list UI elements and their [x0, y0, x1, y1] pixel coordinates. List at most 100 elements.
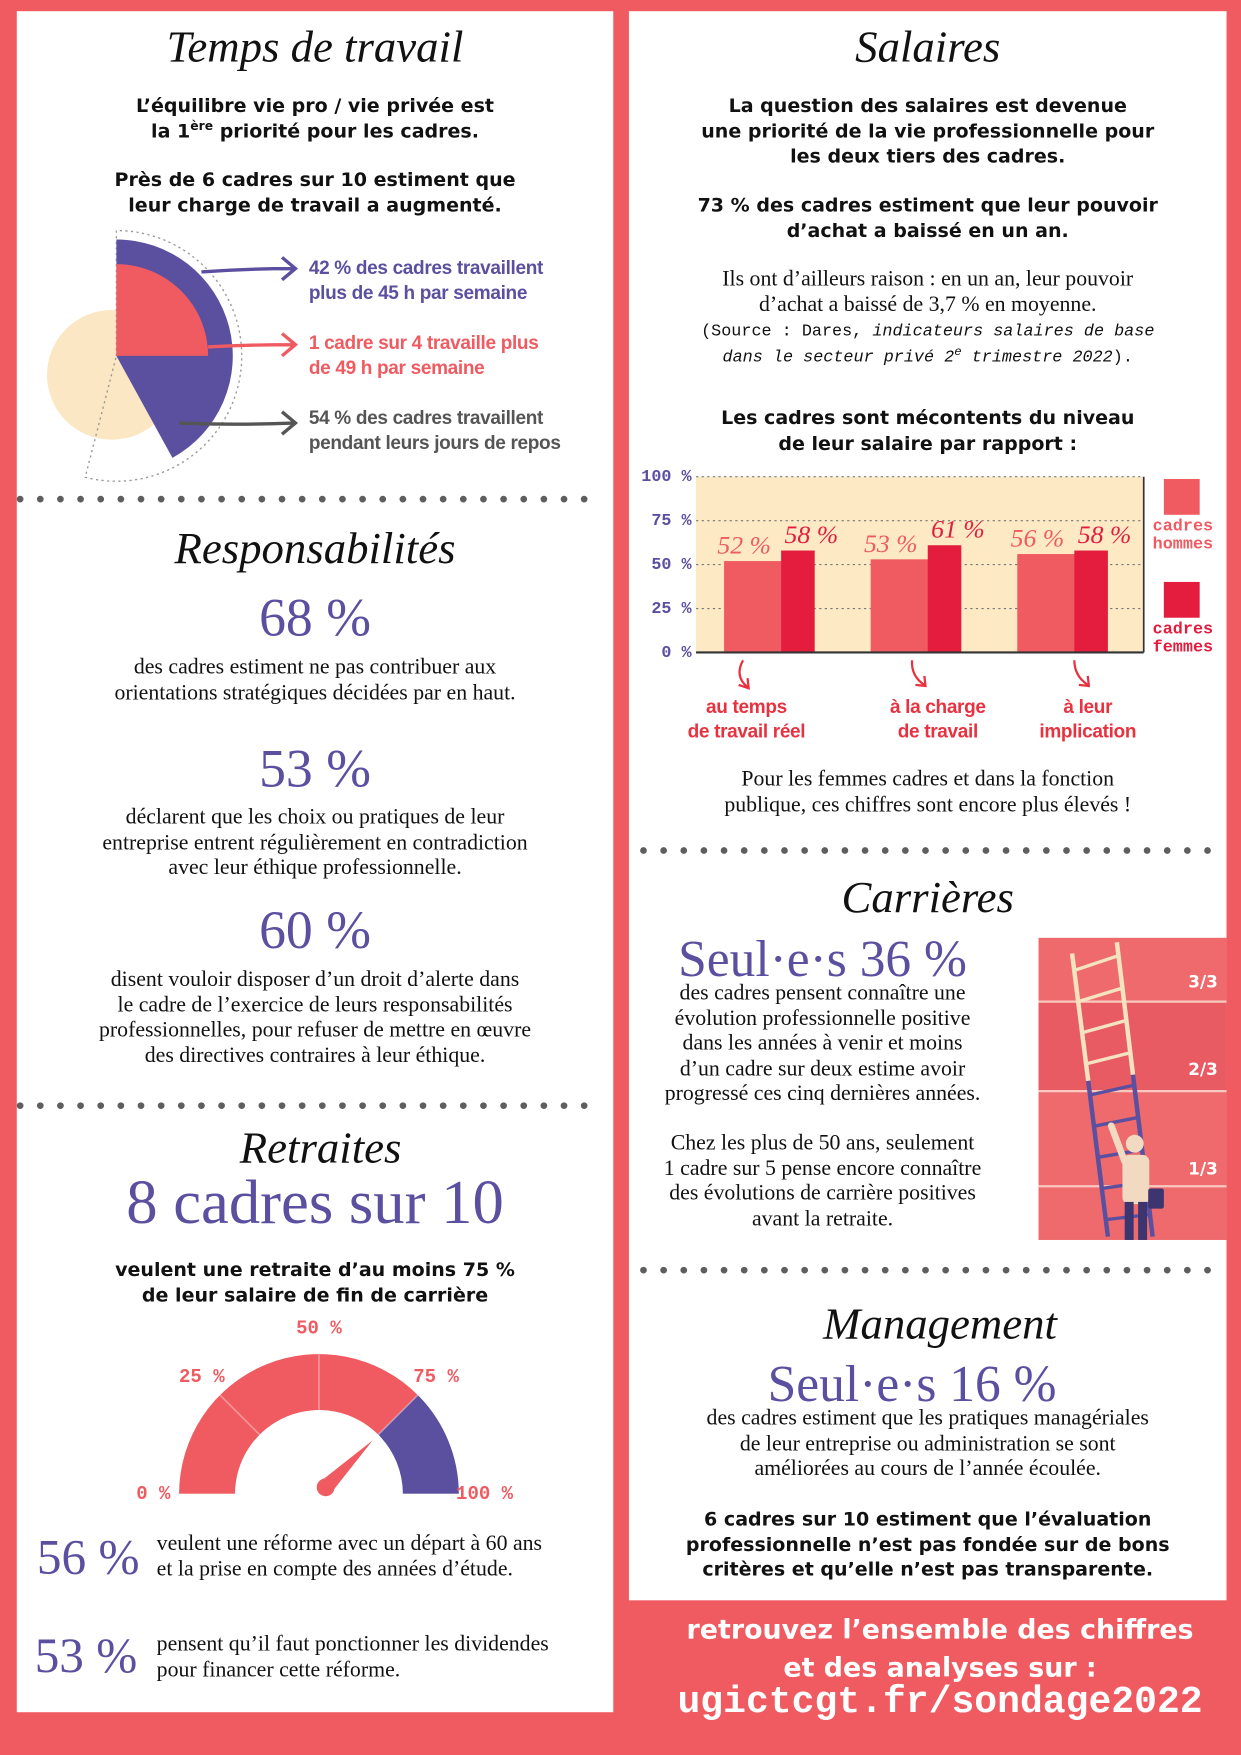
value-label: 56 % — [1011, 524, 1065, 553]
section-title: Carrières — [841, 871, 1014, 923]
ladder-label: 1/3 — [1188, 1158, 1217, 1178]
text: priorité pour les cadres. — [213, 120, 479, 143]
bar — [781, 550, 815, 653]
arrow — [1073, 660, 1091, 688]
section-title: Salaires — [855, 21, 1001, 72]
section-title: Management — [823, 1298, 1057, 1349]
arrow — [738, 659, 750, 690]
ladder-rung — [1089, 1083, 1136, 1097]
person-head — [1125, 1134, 1144, 1153]
big-figure: Seul·e·s 36 % — [678, 929, 967, 988]
ladder-rail — [1085, 1080, 1111, 1237]
paragraph: pensent qu’il faut ponctionner les divid… — [156, 1632, 549, 1682]
chart-title: Les cadres sont mécontents du niveau de … — [721, 407, 1135, 455]
person-leg — [1138, 1201, 1148, 1240]
ladder-rung — [1073, 953, 1120, 973]
separators — [16, 495, 1229, 1274]
gauge-fill — [179, 1354, 418, 1494]
big-figure: 53 % — [34, 1628, 138, 1684]
arrow — [201, 256, 299, 282]
gauge-tick-label: 50 % — [296, 1317, 342, 1339]
section-title: Retraites — [239, 1122, 402, 1173]
headline: 8 cadres sur 10 — [126, 1168, 504, 1238]
x-tick-label: à la charge de travail — [889, 696, 986, 742]
big-figure: Seul·e·s 16 % — [767, 1355, 1057, 1413]
y-tick-label: 100 % — [641, 468, 692, 487]
paragraph: des cadres pensent connaître une évoluti… — [664, 981, 981, 1106]
value-label: 61 % — [931, 515, 985, 544]
gauge-tick-label: 25 % — [179, 1366, 225, 1388]
ladder-rail — [1069, 953, 1091, 1082]
y-tick-label: 50 % — [651, 556, 692, 575]
big-figure: 68 % — [259, 588, 371, 648]
legend-swatch — [1163, 478, 1200, 515]
x-tick-label: au temps de travail réel — [687, 696, 806, 742]
lead: Près de 6 cadres sur 10 estiment que leu… — [114, 168, 516, 217]
callout: 1 cadre sur 4 travaille plus de 49 h par… — [308, 332, 539, 379]
big-figure: 53 % — [259, 739, 371, 800]
gauge: 0 % 25 % 50 % 75 % 100 % — [136, 1317, 513, 1505]
text: trimestre 2022 — [961, 348, 1113, 368]
footer-url: ugictcgt.fr/sondage2022 — [677, 1682, 1203, 1725]
subline: veulent une retraite d’au moins 75 % de … — [115, 1258, 515, 1307]
big-figure: 60 % — [259, 900, 371, 961]
text: ). — [1112, 348, 1133, 368]
callout-arrows — [178, 256, 299, 436]
arrow — [910, 660, 927, 688]
y-tick-label: 0 % — [661, 644, 692, 663]
value-label: 58 % — [785, 520, 839, 549]
value-label: 58 % — [1078, 520, 1132, 549]
person-bag — [1148, 1188, 1164, 1209]
left-panel — [16, 11, 614, 1713]
section-title: Temps de travail — [166, 21, 464, 72]
paragraph: Ils ont d’ailleurs raison : en un an, le… — [722, 267, 1134, 317]
text: Source : Dares, — [711, 322, 873, 342]
paragraph: Pour les femmes cadres et dans la foncti… — [724, 767, 1132, 817]
section-title: Responsabilités — [174, 522, 456, 573]
callout: 54 % des cadres travaillent pendant leur… — [308, 407, 561, 454]
paragraph: disent vouloir disposer d’un droit d’ale… — [98, 968, 532, 1068]
arrow — [208, 332, 299, 358]
lead: 73 % des cadres estiment que leur pouvoi… — [697, 194, 1158, 243]
y-tick-label: 25 % — [651, 600, 692, 619]
bar-chart: 0 % 25 % 50 % 75 % 100 % 52 % 53 % 56 % 58 % 61 %… — [641, 468, 1200, 663]
bar — [724, 561, 783, 653]
lead: 6 cadres sur 10 estiment que l’évaluatio… — [685, 1508, 1170, 1582]
paragraph: des cadres estiment ne pas contribuer au… — [114, 655, 516, 705]
legend-label: cadres femmes — [1152, 619, 1214, 657]
x-tick-label: à leur implication — [1039, 696, 1137, 742]
ladder-rung — [1085, 1050, 1132, 1066]
text: L’équilibre vie pro / vie privée est la … — [136, 95, 495, 143]
gauge-needle — [320, 1440, 373, 1493]
category-arrows — [738, 659, 1091, 690]
paragraph: Chez les plus de 50 ans, seulement 1 cad… — [663, 1131, 982, 1231]
legend-label: cadres hommes — [1152, 517, 1214, 554]
ladder-rung — [1077, 986, 1124, 1004]
text: indicateurs salaires de base dans le sec… — [722, 322, 1155, 368]
intro: L’équilibre vie pro / vie privée est la … — [17, 94, 613, 144]
ladder-rung — [1093, 1115, 1140, 1128]
source: (Source : Dares, indicateurs salaires de… — [629, 319, 1227, 370]
sector — [84, 229, 243, 482]
ladder-rung — [1081, 1018, 1128, 1035]
bar — [927, 545, 962, 653]
big-figure: 56 % — [36, 1529, 140, 1585]
gauge-tick-label: 75 % — [413, 1366, 459, 1388]
gauge-tick — [377, 1394, 419, 1436]
bar — [1074, 550, 1108, 653]
paragraph: veulent une réforme avec un départ à 60 … — [156, 1532, 543, 1581]
person-arm — [1107, 1122, 1129, 1165]
paragraph: des cadres estiment que les pratiques ma… — [706, 1406, 1149, 1481]
person-leg — [1124, 1201, 1134, 1240]
gauge-hub — [316, 1478, 335, 1497]
footer-text: retrouvez l’ensemble des chiffres et des… — [686, 1613, 1194, 1684]
ladder-illustration: 3/3 2/3 1/3 — [1038, 937, 1227, 1240]
bar — [870, 559, 929, 653]
lead: La question des salaires est devenue une… — [701, 95, 1155, 168]
legend-swatch — [1163, 581, 1200, 618]
value-label: 52 % — [717, 531, 771, 560]
value-label: 53 % — [864, 529, 918, 558]
